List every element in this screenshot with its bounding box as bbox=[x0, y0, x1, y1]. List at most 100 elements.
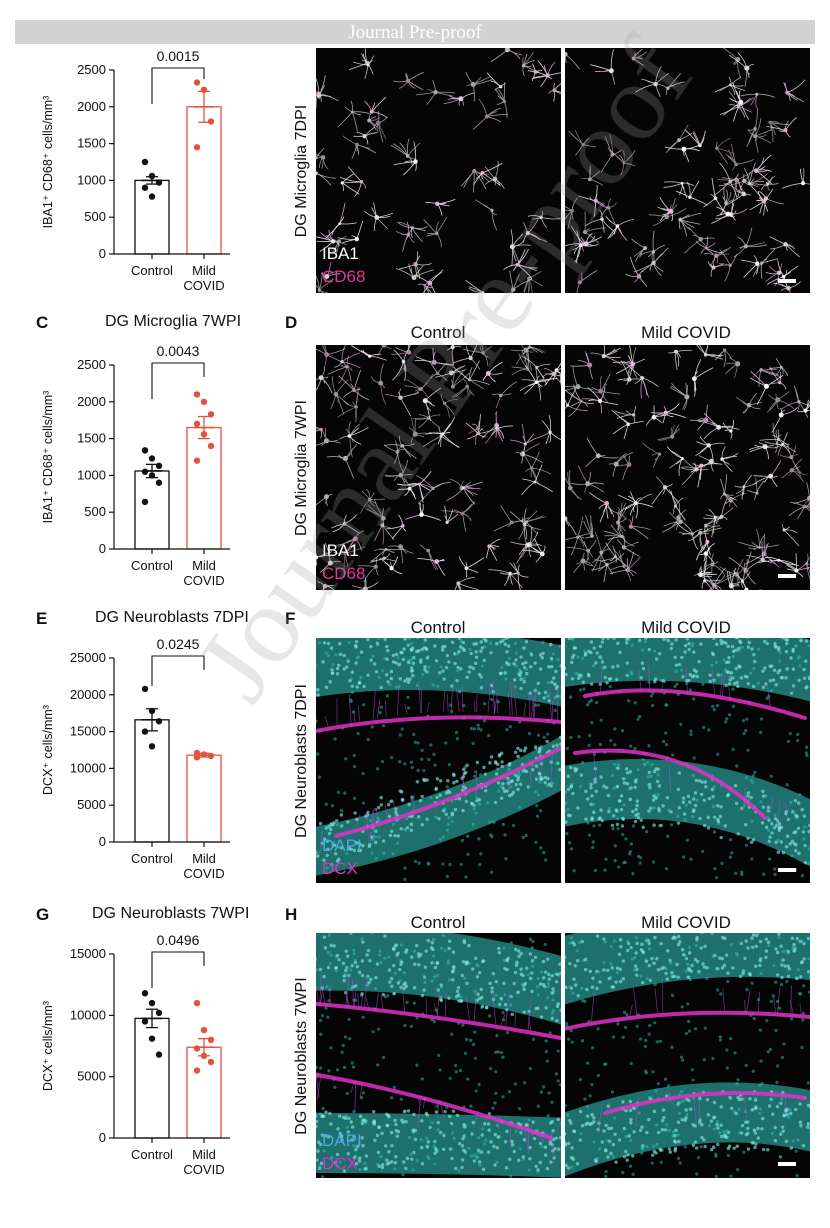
granule-nucleus bbox=[497, 754, 502, 758]
granule-nucleus bbox=[323, 837, 327, 841]
granule-nucleus bbox=[405, 826, 410, 830]
panel-letter-d: D bbox=[285, 313, 298, 332]
granule-nucleus bbox=[743, 674, 748, 679]
granule-nucleus bbox=[335, 1152, 340, 1157]
microglia-soma bbox=[448, 370, 454, 376]
y-axis-label: IBA1⁺ CD68⁺ cells/mm³ bbox=[41, 96, 55, 229]
nucleus bbox=[465, 1037, 469, 1041]
nucleus bbox=[345, 1091, 349, 1096]
granule-nucleus bbox=[538, 1141, 543, 1146]
microglia-process bbox=[665, 139, 680, 153]
granule-nucleus bbox=[534, 1164, 538, 1169]
granule-nucleus bbox=[477, 1160, 482, 1164]
microglia-process bbox=[740, 259, 758, 265]
granule-nucleus bbox=[476, 992, 480, 996]
granule-nucleus bbox=[547, 977, 551, 981]
microglia-soma bbox=[613, 461, 619, 467]
granule-nucleus bbox=[463, 770, 468, 775]
granule-nucleus bbox=[724, 683, 728, 688]
microglia-process bbox=[319, 289, 325, 293]
microglia-process bbox=[349, 62, 368, 71]
granule-nucleus bbox=[366, 673, 370, 677]
nucleus bbox=[569, 695, 573, 699]
microglia-cell bbox=[475, 199, 498, 231]
granule-nucleus bbox=[392, 992, 396, 996]
dcx-fiber bbox=[496, 692, 499, 714]
data-point bbox=[193, 749, 201, 757]
microglia-process bbox=[575, 144, 584, 156]
microglia-process bbox=[777, 399, 795, 410]
granule-nucleus bbox=[324, 685, 329, 690]
granule-nucleus bbox=[476, 1148, 481, 1152]
microglia-process bbox=[510, 439, 526, 445]
microglia-cell bbox=[524, 510, 547, 535]
microglia-process bbox=[374, 525, 383, 541]
granule-nucleus bbox=[447, 660, 451, 664]
microglia-cell bbox=[446, 481, 484, 505]
microglia-cell bbox=[405, 502, 441, 521]
nucleus bbox=[733, 1051, 737, 1055]
microglia-process bbox=[598, 455, 619, 459]
granule-nucleus bbox=[503, 642, 507, 647]
microglia-soma bbox=[412, 431, 418, 437]
granule-nucleus bbox=[375, 962, 380, 966]
microglia-cell bbox=[399, 251, 432, 279]
microglia-process bbox=[623, 149, 636, 164]
significance-bracket bbox=[151, 362, 205, 399]
granule-nucleus bbox=[480, 1133, 484, 1137]
granule-nucleus bbox=[554, 669, 558, 674]
granule-nucleus bbox=[738, 665, 742, 669]
granule-nucleus bbox=[598, 682, 602, 686]
row-label-f: DG Neuroblasts 7DPI bbox=[293, 684, 310, 838]
dcx-fiber bbox=[769, 797, 774, 813]
microglia-cell bbox=[675, 180, 709, 206]
microglia-process bbox=[714, 264, 731, 268]
microglia-cell bbox=[444, 505, 459, 524]
bar bbox=[186, 106, 222, 255]
granule-nucleus bbox=[373, 840, 378, 845]
y-tick-label: 2500 bbox=[77, 62, 106, 77]
microglia-soma bbox=[350, 110, 354, 114]
microglia-soma bbox=[331, 239, 336, 244]
granule-nucleus bbox=[410, 814, 415, 819]
microglia-cell bbox=[482, 361, 503, 383]
nucleus bbox=[339, 809, 344, 813]
data-point bbox=[141, 184, 149, 191]
micrograph-h-covid bbox=[565, 933, 810, 1178]
granule-nucleus bbox=[516, 778, 520, 782]
granule-nucleus bbox=[344, 968, 348, 973]
microglia-cell bbox=[317, 580, 335, 590]
granule-nucleus bbox=[538, 746, 542, 750]
nucleus bbox=[651, 860, 656, 864]
granule-nucleus bbox=[530, 959, 535, 963]
nucleus bbox=[432, 752, 436, 756]
granule-nucleus bbox=[445, 653, 450, 658]
nucleus bbox=[548, 1031, 552, 1035]
granule-nucleus bbox=[433, 1139, 437, 1144]
microglia-process bbox=[477, 414, 481, 434]
microglia-soma bbox=[763, 383, 769, 389]
granule-nucleus bbox=[380, 1131, 384, 1136]
nucleus bbox=[499, 1051, 504, 1055]
significance-bracket bbox=[151, 655, 205, 686]
nucleus bbox=[702, 1058, 707, 1062]
granule-nucleus bbox=[361, 1143, 365, 1148]
microglia-process bbox=[589, 492, 607, 504]
microglia-process bbox=[787, 79, 806, 94]
granule-nucleus bbox=[763, 639, 767, 644]
microglia-soma bbox=[487, 544, 491, 549]
microglia-soma bbox=[651, 414, 657, 420]
microglia-soma bbox=[423, 283, 427, 287]
granule-nucleus bbox=[779, 840, 783, 844]
granule-nucleus bbox=[459, 645, 463, 649]
microglia-soma bbox=[504, 48, 510, 53]
microglia-process bbox=[620, 360, 630, 380]
granule-nucleus bbox=[420, 1145, 424, 1150]
granule-nucleus bbox=[581, 680, 586, 684]
granule-nucleus bbox=[358, 1114, 363, 1119]
dcx-fiber bbox=[445, 992, 447, 1017]
nucleus bbox=[666, 834, 670, 838]
granule-nucleus bbox=[456, 665, 460, 670]
granule-nucleus bbox=[528, 1145, 532, 1150]
